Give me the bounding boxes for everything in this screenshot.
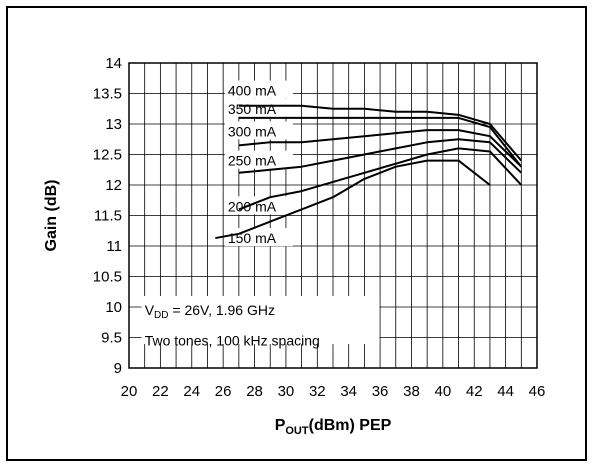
series-label: 250 mA (228, 153, 277, 169)
gain-vs-pout-chart: 20 22 24 26 28 30 32 34 36 38 40 42 44 46 9 9.5 10 10.5 1… (43, 55, 546, 437)
annotation-vdd-rest: = 26V, 1.96 GHz (168, 302, 275, 318)
x-tick-label: 40 (435, 383, 452, 400)
series-label-background (224, 80, 293, 99)
series-label: 150 mA (228, 230, 277, 246)
series-line-150-ma (215, 159, 491, 240)
series-label-background (224, 196, 293, 215)
x-axis-title: POUT(dBm) PEP (275, 417, 392, 437)
y-tick-label: 14 (105, 55, 122, 72)
annotation-box (141, 296, 380, 345)
y-tick-label: 11.5 (94, 208, 122, 225)
series-labels: 400 mA 350 mA 300 mA 250 mA 200 mA 150 mA (228, 83, 277, 247)
x-tick-label: 34 (340, 383, 357, 400)
x-tick-label: 38 (403, 383, 420, 400)
series-line-300-ma (238, 129, 523, 168)
y-axis-title: Gain (dB) (43, 180, 60, 252)
annotation-vdd-sub: DD (154, 310, 168, 321)
series-line-250-ma (238, 138, 523, 174)
y-tick-label: 9.5 (101, 330, 122, 347)
y-tick-label: 9 (114, 360, 122, 377)
plot-border (128, 62, 538, 369)
y-tick-label: 10 (105, 299, 122, 316)
x-tick-label: 32 (309, 383, 326, 400)
x-tick-label: 24 (183, 383, 200, 400)
x-tick-label: 20 (121, 383, 138, 400)
series-label-background (224, 121, 293, 140)
x-tick-labels: 20 22 24 26 28 30 32 34 36 38 40 42 44 46 (121, 383, 546, 400)
annotation-vdd-main: V (145, 302, 155, 318)
series-label: 350 mA (228, 101, 277, 117)
annotation-background (141, 80, 380, 345)
y-tick-labels: 9 9.5 10 10.5 11 11.5 12 12.5 13 13.5 14 (93, 55, 122, 377)
series-label: 200 mA (228, 198, 277, 214)
y-tick-label: 13.5 (93, 86, 122, 103)
y-tick-label: 11 (106, 238, 122, 255)
x-tick-label: 30 (278, 383, 295, 400)
x-tick-label: 36 (372, 383, 389, 400)
series-line-350-ma (238, 116, 523, 168)
x-axis-title-sub: OUT (285, 425, 309, 437)
series-label: 300 mA (228, 123, 277, 139)
series-line-200-ma (238, 147, 523, 211)
y-tick-label: 12.5 (93, 147, 122, 164)
x-tick-label: 44 (497, 383, 514, 400)
chart-frame: 20 22 24 26 28 30 32 34 36 38 40 42 44 46 9 9.5 10 10.5 1… (6, 6, 587, 461)
series-label-background (224, 98, 293, 117)
y-tick-label: 10.5 (93, 269, 122, 286)
x-tick-label: 22 (152, 383, 169, 400)
series-label-background (224, 150, 293, 169)
series-line-400-ma (238, 104, 523, 162)
x-tick-label: 46 (529, 383, 546, 400)
y-tick-label: 13 (105, 116, 122, 133)
annotation-line-2: Two tones, 100 kHz spacing (145, 333, 320, 349)
x-axis-title-main: P (275, 417, 286, 434)
series-lines (215, 104, 523, 240)
x-axis-title-rest: (dBm) PEP (309, 417, 392, 434)
annotation-line-1: VDD = 26V, 1.96 GHz (145, 302, 275, 321)
x-tick-label: 42 (466, 383, 483, 400)
y-tick-label: 12 (105, 177, 122, 194)
x-tick-label: 28 (246, 383, 263, 400)
series-label: 400 mA (228, 83, 277, 99)
x-tick-label: 26 (215, 383, 232, 400)
